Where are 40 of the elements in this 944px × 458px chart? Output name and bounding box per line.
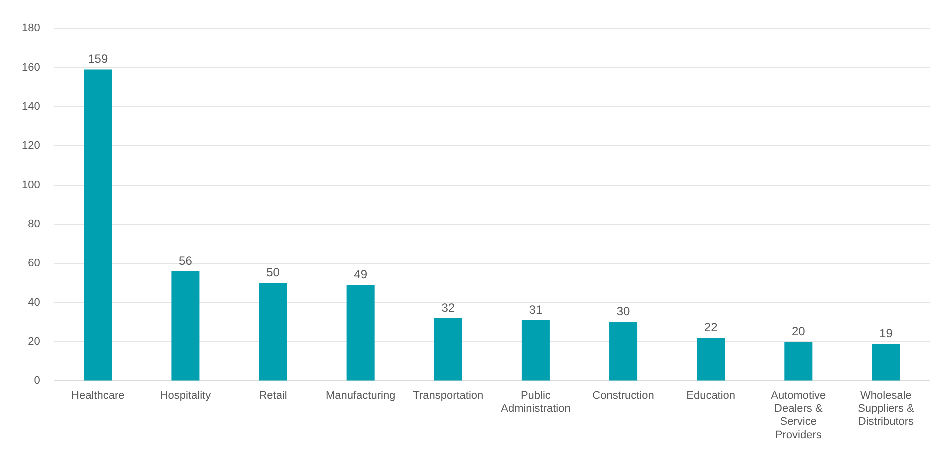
data-label: 32	[442, 300, 456, 315]
x-tick-label: Automotive Dealers & Service Providers	[771, 390, 826, 442]
y-tick-label: 40	[28, 296, 40, 309]
y-tick-label: 140	[22, 100, 40, 113]
bar	[784, 342, 813, 381]
data-label: 22	[704, 320, 718, 334]
bar	[84, 70, 112, 381]
data-label: 30	[616, 304, 631, 319]
bar	[522, 320, 550, 381]
x-tick-label: Retail	[259, 390, 288, 402]
x-tick-label: Public Administration	[501, 390, 571, 416]
data-label: 19	[880, 326, 894, 340]
bar	[872, 344, 900, 381]
y-tick-label: 100	[22, 179, 40, 192]
x-tick-label: Education	[686, 390, 736, 402]
y-tick-label: 60	[28, 258, 40, 270]
y-tick-label: 0	[34, 375, 40, 388]
data-label: 31	[529, 302, 543, 317]
bar	[172, 272, 200, 381]
bar	[346, 285, 375, 381]
data-label: 20	[792, 324, 806, 338]
data-label: 49	[354, 268, 368, 282]
x-tick-label: Construction	[592, 390, 654, 402]
y-tick-label: 80	[28, 218, 40, 231]
bar	[610, 322, 638, 381]
x-tick-label: Hospitality	[160, 390, 212, 402]
x-tick-label: Wholesale Suppliers & Distributors	[858, 390, 915, 428]
x-tick-label: Transportation	[413, 390, 484, 402]
x-tick-label: Manufacturing	[326, 390, 396, 402]
data-label: 56	[179, 254, 193, 268]
bar	[697, 338, 726, 381]
y-tick-label: 20	[28, 336, 40, 348]
y-tick-label: 180	[22, 22, 40, 35]
data-label: 50	[266, 266, 280, 280]
x-tick-label: Healthcare	[72, 390, 125, 402]
data-label: 159	[88, 52, 108, 66]
y-tick-label: 160	[22, 62, 40, 74]
bar	[259, 283, 288, 381]
bar	[434, 318, 462, 381]
y-tick-label: 120	[22, 140, 40, 152]
